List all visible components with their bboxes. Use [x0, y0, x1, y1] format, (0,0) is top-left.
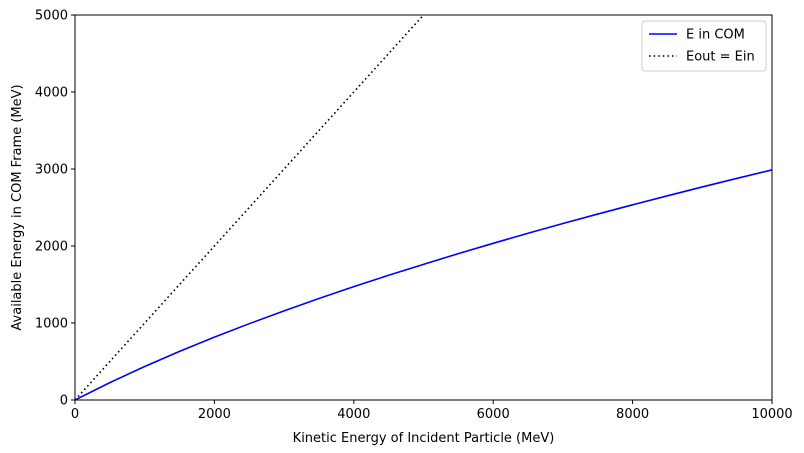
y-tick-label: 2000: [35, 240, 68, 255]
y-tick-label: 4000: [35, 86, 68, 101]
legend: E in COM Eout = Ein: [641, 20, 767, 72]
y-tick-label: 1000: [35, 317, 68, 332]
plot-area: [74, 14, 773, 401]
x-tick-label: 0: [71, 407, 79, 422]
x-axis: 0 2000 4000 6000 8000 10000: [71, 400, 793, 422]
y-tick-label: 5000: [35, 9, 68, 24]
x-tick-label: 2000: [198, 407, 231, 422]
y-axis: 0 1000 2000 3000 4000 5000: [35, 9, 75, 409]
y-tick-label: 3000: [35, 163, 68, 178]
y-axis-label: Available Energy in COM Frame (MeV): [10, 84, 25, 330]
plot-frame: [74, 14, 773, 401]
x-tick-label: 4000: [337, 407, 370, 422]
series-layer: [75, 15, 772, 400]
x-tick-label: 6000: [477, 407, 510, 422]
x-axis-label: Kinetic Energy of Incident Particle (MeV…: [293, 431, 555, 446]
y-tick-label: 0: [60, 394, 68, 409]
series-line-0: [75, 169, 772, 400]
x-tick-label: 8000: [616, 407, 649, 422]
series-line-1: [75, 15, 425, 400]
legend-label-0: E in COM: [686, 28, 745, 43]
legend-label-1: Eout = Ein: [686, 50, 755, 65]
x-tick-label: 10000: [751, 407, 792, 422]
